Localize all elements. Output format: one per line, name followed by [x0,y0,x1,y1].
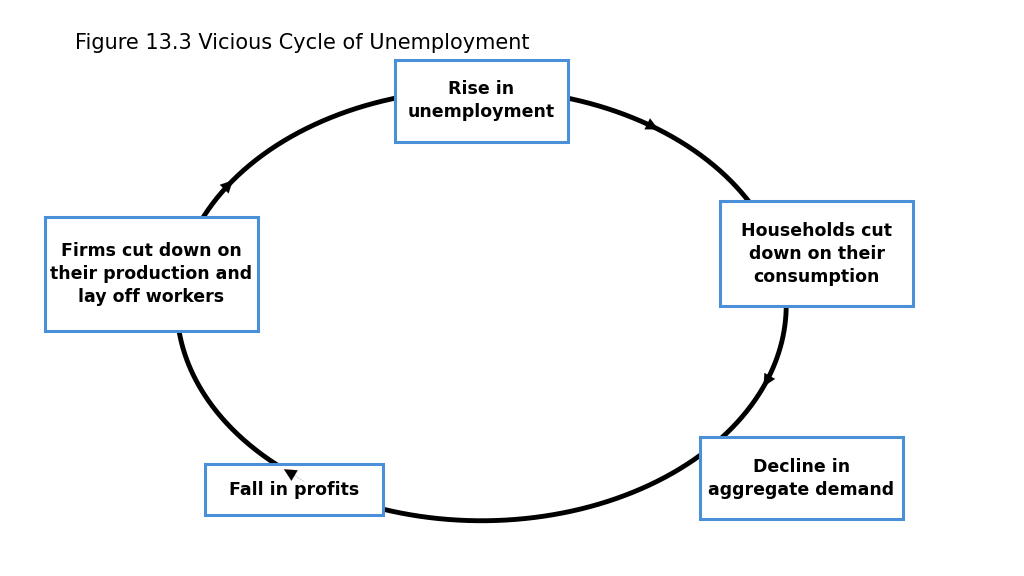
FancyBboxPatch shape [205,464,383,515]
FancyBboxPatch shape [720,202,913,306]
Text: Decline in
aggregate demand: Decline in aggregate demand [709,458,895,499]
FancyBboxPatch shape [395,59,568,142]
Text: Households cut
down on their
consumption: Households cut down on their consumption [741,222,892,286]
Text: Figure 13.3 Vicious Cycle of Unemployment: Figure 13.3 Vicious Cycle of Unemploymen… [75,33,529,52]
Text: Rise in
unemployment: Rise in unemployment [408,80,555,121]
FancyBboxPatch shape [45,217,258,331]
Text: Firms cut down on
their production and
lay off workers: Firms cut down on their production and l… [50,242,253,306]
Text: Fall in profits: Fall in profits [228,480,358,498]
FancyBboxPatch shape [699,437,903,520]
